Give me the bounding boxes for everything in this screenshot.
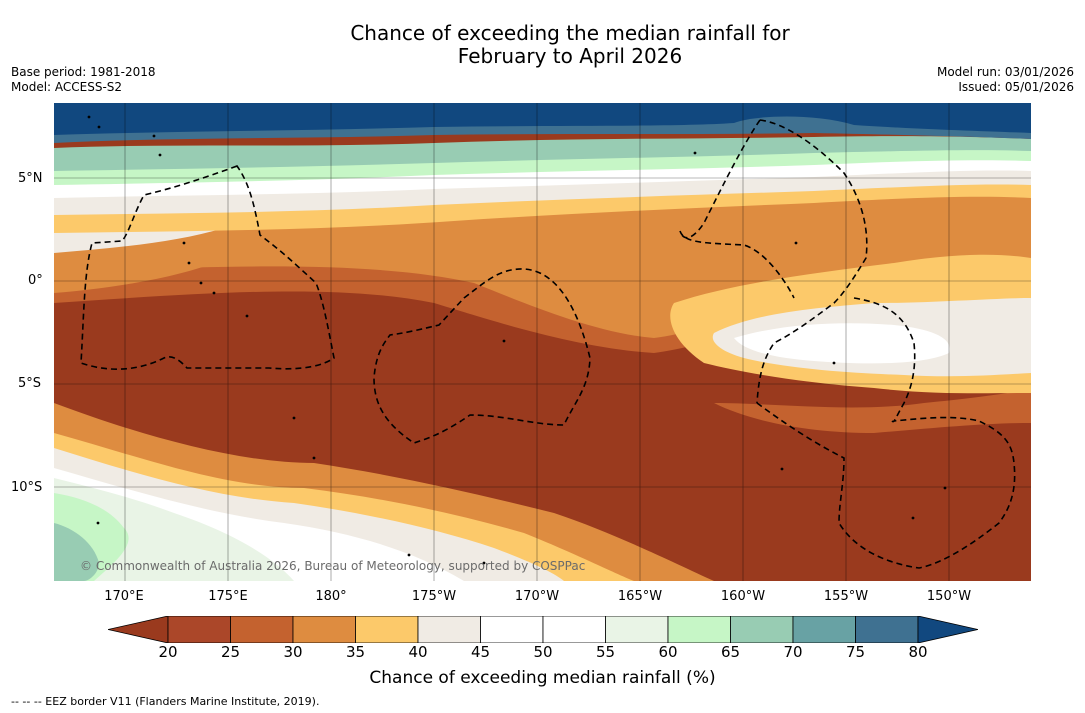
colorbar-tick-label: 45 bbox=[470, 643, 491, 661]
island-marker bbox=[693, 151, 697, 155]
colorbar-tick-label: 25 bbox=[220, 643, 241, 661]
colorbar-tick-label: 30 bbox=[283, 643, 303, 661]
colorbar-segment bbox=[480, 616, 544, 643]
lon-label-175e: 175°E bbox=[208, 589, 248, 604]
title-line-1: Chance of exceeding the median rainfall … bbox=[350, 21, 790, 45]
field-north-lightgreen bbox=[54, 146, 1031, 185]
colorbar-segment bbox=[417, 616, 481, 643]
island-marker bbox=[292, 416, 296, 420]
eez-kiribati-gilbert bbox=[80, 165, 335, 370]
island-marker bbox=[502, 339, 506, 343]
base-period: Base period: 1981-2018 bbox=[11, 65, 156, 79]
island-marker bbox=[911, 516, 915, 520]
colorbar-segment bbox=[230, 616, 294, 643]
island-marker bbox=[87, 115, 91, 119]
island-marker bbox=[187, 261, 191, 265]
island-marker bbox=[182, 241, 186, 245]
lon-label-160w: 160°W bbox=[720, 589, 766, 604]
colorbar-low-arrow bbox=[108, 616, 169, 643]
colorbar-segment bbox=[605, 616, 669, 643]
colorbar-tick-label: 20 bbox=[158, 643, 178, 661]
colorbar-tick-label: 70 bbox=[783, 643, 803, 661]
field-sw-teal bbox=[54, 523, 99, 581]
island-marker bbox=[97, 125, 101, 129]
colorbar-segment bbox=[792, 616, 856, 643]
lon-label-150w: 150°W bbox=[926, 589, 972, 604]
island-marker bbox=[407, 553, 411, 557]
colorbar-high-arrow bbox=[917, 616, 978, 643]
eez-cook-line bbox=[756, 402, 1016, 569]
title-line-2: February to April 2026 bbox=[457, 44, 683, 68]
field-north-blue bbox=[54, 103, 1031, 135]
copyright-credit: © Commonwealth of Australia 2026, Bureau… bbox=[80, 559, 586, 573]
colorbar-tick-label: 55 bbox=[595, 643, 616, 661]
map-canvas bbox=[54, 103, 1031, 581]
colorbar-tick-label: 65 bbox=[720, 643, 741, 661]
island-marker bbox=[96, 521, 100, 525]
colorbar-segment bbox=[355, 616, 419, 643]
colorbar bbox=[108, 616, 978, 643]
colorbar-tick-label: 40 bbox=[408, 643, 428, 661]
island-marker bbox=[482, 561, 486, 565]
island-marker bbox=[780, 467, 784, 471]
lon-label-180: 180° bbox=[315, 589, 347, 604]
eez-line-islands-north bbox=[756, 119, 868, 404]
island-marker bbox=[212, 291, 216, 295]
colorbar-segment bbox=[542, 616, 606, 643]
colorbar-segment bbox=[667, 616, 731, 643]
graticule bbox=[54, 103, 1031, 581]
chart-title: Chance of exceeding the median rainfall … bbox=[0, 22, 1085, 68]
model-run: Model run: 03/01/2026 bbox=[936, 65, 1074, 79]
rainfall-map bbox=[54, 103, 1031, 581]
lon-label-165w: 165°W bbox=[617, 589, 663, 604]
eez-line-islands-main bbox=[679, 119, 795, 299]
island-marker bbox=[312, 456, 316, 460]
island-marker bbox=[832, 361, 836, 365]
island-marker bbox=[794, 241, 798, 245]
colorbar-tick-label: 60 bbox=[658, 643, 678, 661]
colorbar-segment bbox=[292, 616, 356, 643]
colorbar-segment bbox=[730, 616, 794, 643]
field-east-white bbox=[734, 323, 950, 364]
field-north-teal bbox=[54, 136, 1031, 171]
lat-label-5s: 5°S bbox=[18, 376, 42, 391]
island-markers bbox=[87, 115, 947, 565]
island-marker bbox=[199, 281, 203, 285]
eez-kiribati-phoenix bbox=[373, 268, 591, 444]
island-marker bbox=[158, 153, 162, 157]
island-marker bbox=[245, 314, 249, 318]
lon-label-155w: 155°W bbox=[823, 589, 869, 604]
lon-label-170e: 170°E bbox=[104, 589, 144, 604]
colorbar-segment bbox=[167, 616, 231, 643]
colorbar-tick-label: 35 bbox=[345, 643, 366, 661]
eez-french-poly bbox=[853, 297, 916, 423]
field-west-tan bbox=[54, 255, 214, 293]
issued-date: Issued: 05/01/2026 bbox=[958, 80, 1074, 94]
field-se-orange bbox=[714, 388, 1031, 433]
colorbar-tick-label: 50 bbox=[533, 643, 553, 661]
lat-label-0: 0° bbox=[28, 273, 43, 288]
colorbar-label: Chance of exceeding median rainfall (%) bbox=[369, 668, 716, 688]
colorbar-tick-label: 80 bbox=[908, 643, 928, 661]
meta-left: Base period: 1981-2018 Model: ACCESS-S2 bbox=[11, 65, 156, 95]
island-marker bbox=[152, 134, 156, 138]
model-name: Model: ACCESS-S2 bbox=[11, 80, 123, 94]
eez-borders bbox=[80, 119, 1016, 569]
colorbar-segment bbox=[855, 616, 919, 643]
colorbar-tick-label: 75 bbox=[845, 643, 866, 661]
meta-right: Model run: 03/01/2026 Issued: 05/01/2026 bbox=[937, 65, 1074, 95]
lon-label-175w: 175°W bbox=[411, 589, 457, 604]
eez-footnote: -- -- -- EEZ border V11 (Flanders Marine… bbox=[11, 695, 320, 708]
lon-label-170w: 170°W bbox=[514, 589, 560, 604]
lat-label-5n: 5°N bbox=[18, 171, 43, 186]
island-marker bbox=[943, 486, 947, 490]
lat-label-10s: 10°S bbox=[11, 480, 43, 495]
